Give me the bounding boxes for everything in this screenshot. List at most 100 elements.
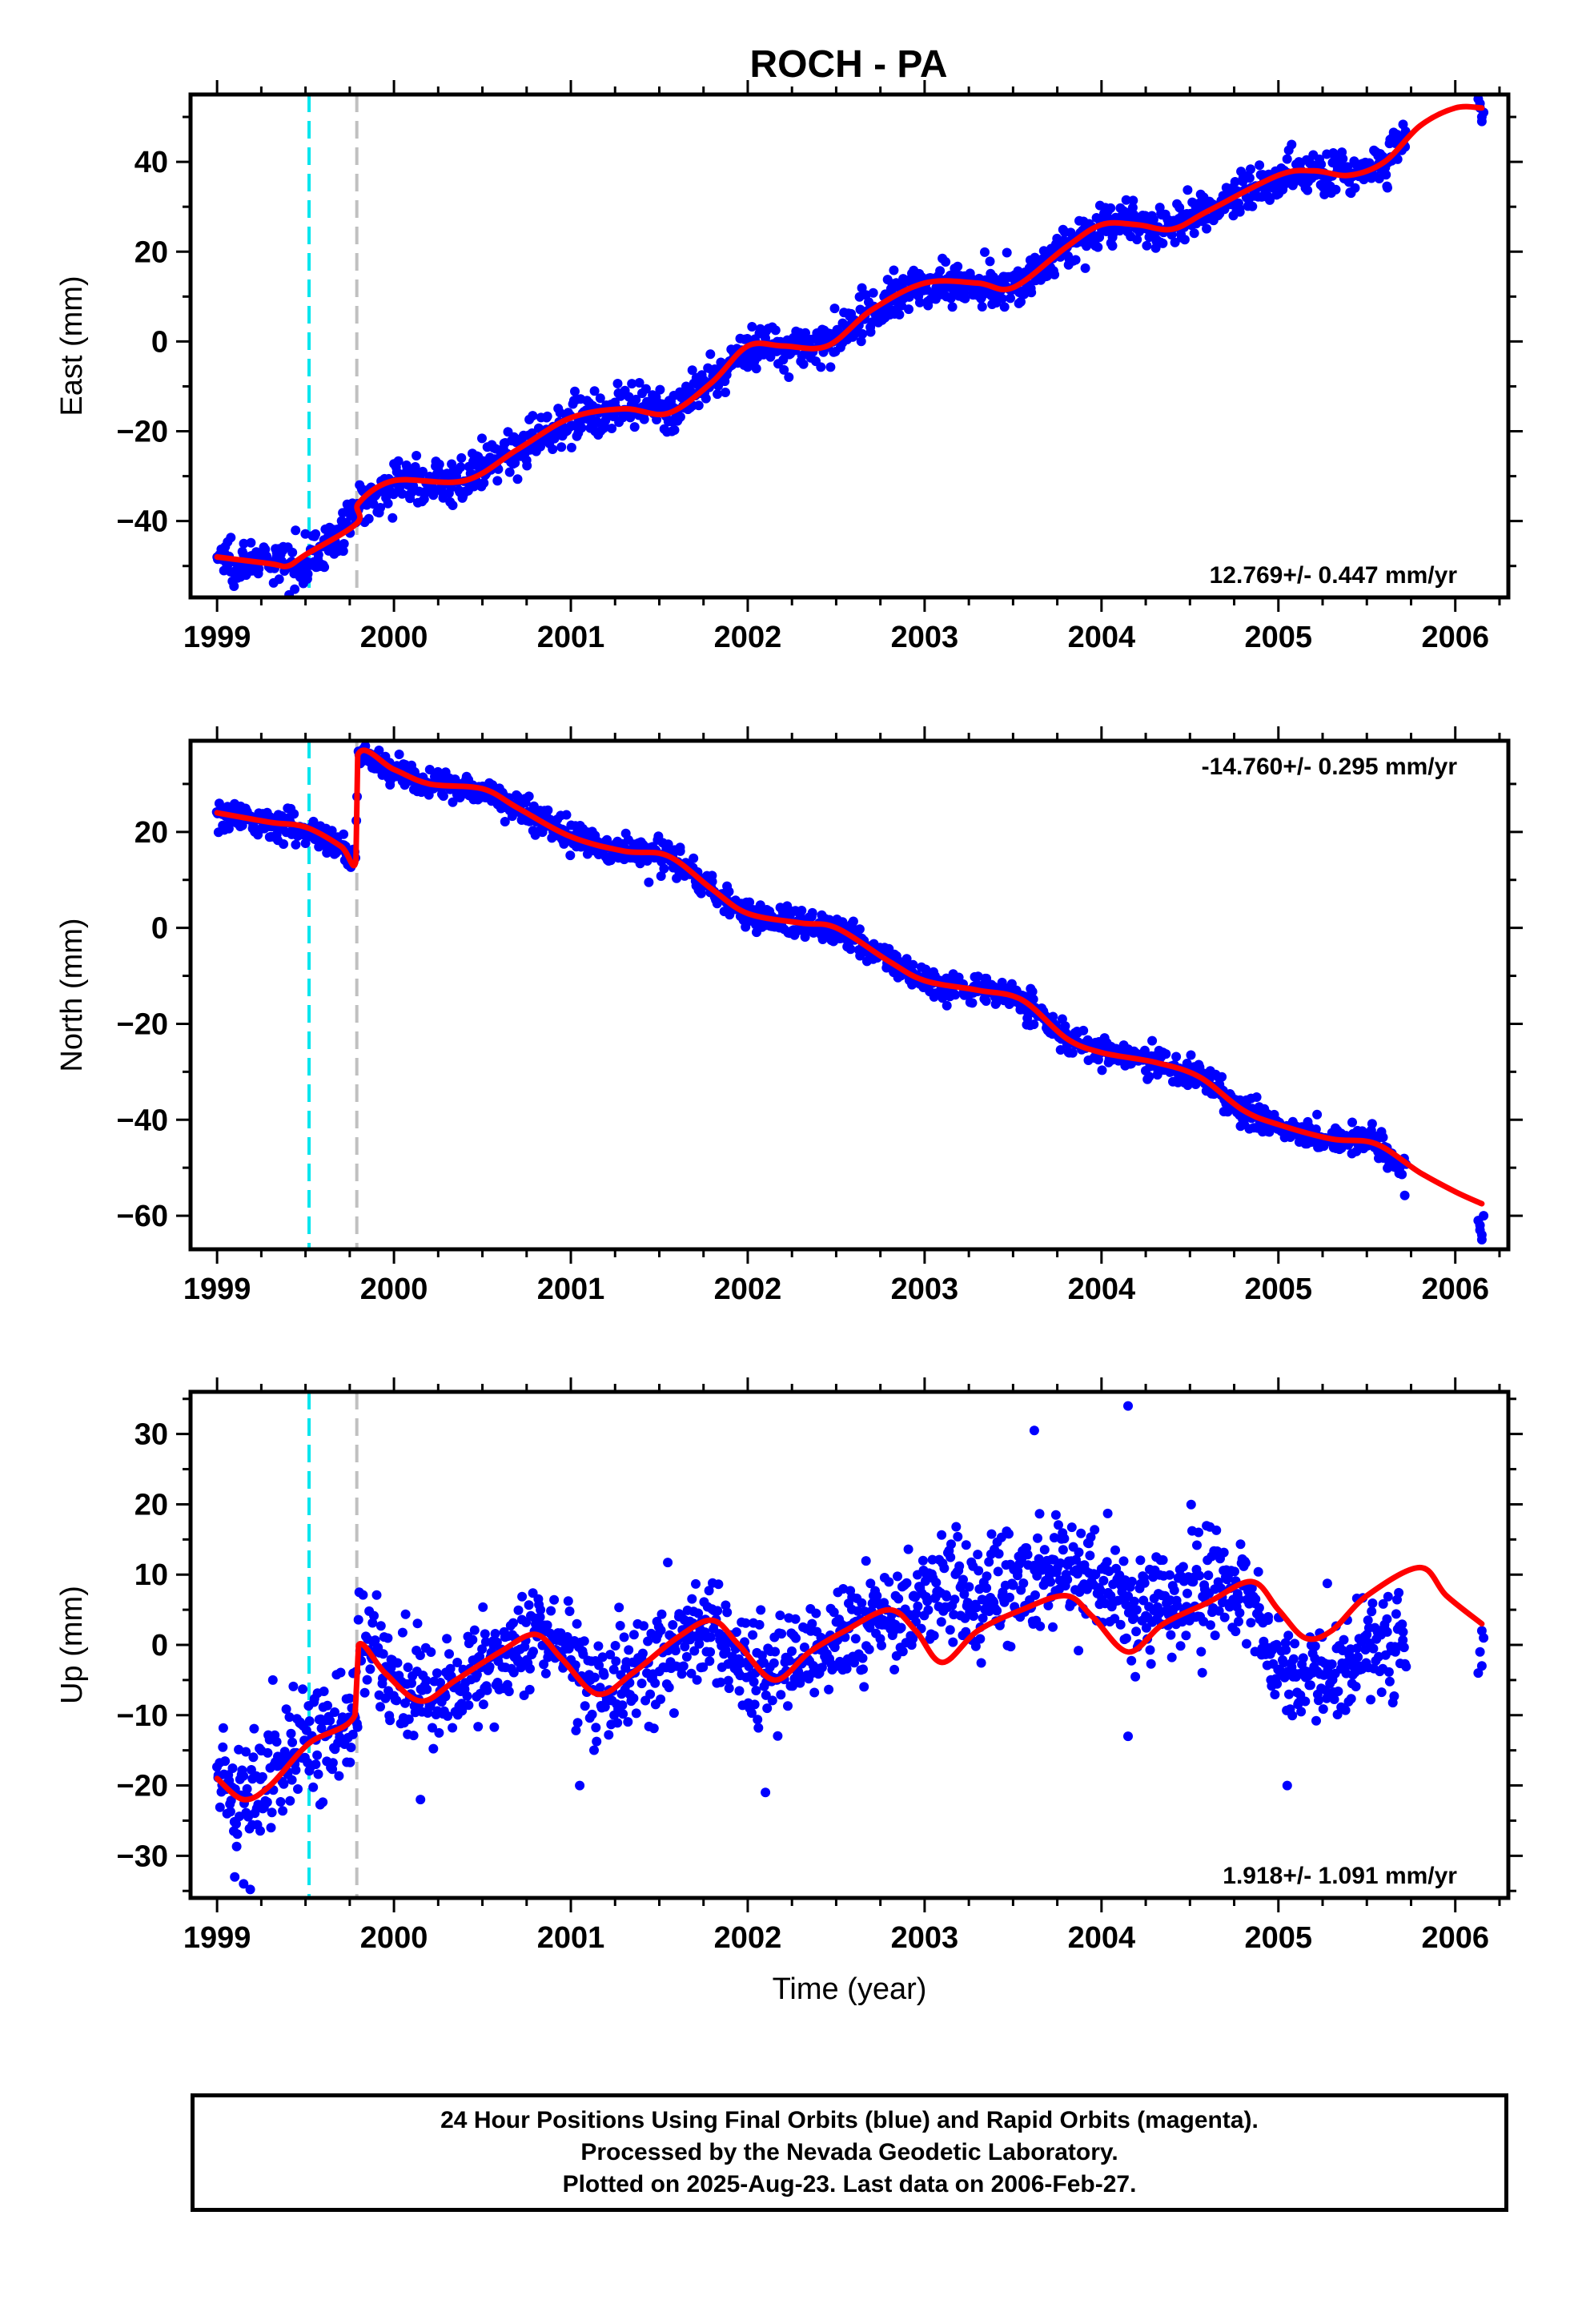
data-point: [1282, 154, 1292, 164]
data-point: [953, 1531, 963, 1542]
data-point: [698, 1662, 709, 1672]
data-point: [542, 1620, 552, 1630]
data-point: [303, 569, 313, 579]
data-point: [589, 386, 600, 396]
data-point: [1346, 1694, 1356, 1704]
data-point: [528, 411, 538, 421]
data-point: [1367, 1119, 1377, 1129]
data-point: [896, 1622, 906, 1633]
data-point: [1397, 1619, 1407, 1630]
y-tick-label: −40: [117, 505, 168, 539]
data-point: [1085, 1550, 1095, 1561]
data-point: [663, 1558, 673, 1568]
data-point: [608, 1664, 619, 1675]
data-point: [278, 1806, 288, 1816]
data-point: [1166, 1652, 1177, 1663]
data-point: [659, 863, 669, 874]
data-point: [747, 322, 757, 332]
data-point: [849, 1658, 859, 1668]
data-point: [575, 1780, 585, 1791]
data-point: [513, 1605, 524, 1615]
y-tick-label: −30: [117, 1839, 168, 1873]
data-point: [416, 1795, 426, 1805]
data-point: [615, 1621, 625, 1630]
data-point: [1290, 1638, 1300, 1649]
data-point: [1129, 1613, 1139, 1623]
data-point: [705, 1656, 715, 1667]
data-point: [365, 1664, 375, 1675]
data-point: [1287, 1711, 1298, 1721]
data-point: [773, 1731, 783, 1741]
data-point: [479, 478, 489, 489]
data-point: [393, 456, 404, 466]
data-point: [787, 1646, 797, 1656]
data-point: [508, 1667, 519, 1678]
data-point: [1333, 1687, 1343, 1696]
data-point: [262, 1797, 272, 1807]
data-point: [1397, 1169, 1407, 1180]
data-point: [1281, 1645, 1291, 1655]
data-point: [1029, 1019, 1039, 1030]
data-point: [648, 1723, 659, 1734]
data-point: [1383, 1667, 1394, 1677]
x-tick-label: 2001: [537, 1273, 605, 1306]
data-point: [1264, 1127, 1275, 1137]
data-point: [723, 1675, 733, 1686]
data-point: [1018, 1578, 1029, 1588]
data-point: [338, 546, 348, 557]
data-point: [1401, 1662, 1411, 1672]
data-point: [680, 1642, 690, 1652]
data-point: [788, 1681, 797, 1691]
data-point: [482, 1685, 492, 1695]
data-point: [386, 1663, 396, 1673]
data-point: [713, 389, 723, 400]
data-point: [1263, 1612, 1274, 1622]
x-tick-label: 2005: [1245, 1921, 1313, 1955]
data-point: [1298, 1653, 1308, 1663]
data-point: [374, 746, 384, 755]
data-point: [640, 384, 651, 394]
data-point: [749, 1677, 759, 1687]
data-point: [911, 1608, 921, 1618]
data-point: [375, 1702, 385, 1712]
data-point: [809, 1687, 820, 1698]
data-point: [316, 1723, 327, 1734]
data-point: [975, 1634, 986, 1644]
data-point: [1235, 1539, 1246, 1550]
model-curve: [214, 1564, 1485, 1803]
data-point: [713, 1579, 724, 1590]
ticks: [176, 80, 1523, 612]
data-point: [923, 1605, 934, 1615]
data-point: [1029, 1425, 1039, 1436]
data-point: [313, 1769, 323, 1779]
data-point: [1058, 1545, 1068, 1555]
data-point: [984, 1557, 994, 1567]
data-point: [345, 1757, 355, 1767]
data-point: [408, 1731, 419, 1741]
data-point: [290, 584, 300, 594]
data-point: [1330, 152, 1340, 163]
data-point: [868, 287, 878, 298]
data-point: [1254, 1602, 1264, 1613]
data-point: [639, 1621, 648, 1631]
data-point: [1231, 1626, 1241, 1637]
data-point: [845, 944, 856, 955]
data-point: [352, 1722, 363, 1732]
data-point: [705, 1632, 716, 1642]
data-point: [1179, 235, 1190, 245]
data-point: [1383, 1591, 1393, 1602]
data-point: [387, 513, 398, 523]
data-point: [992, 1606, 1002, 1616]
data-point: [959, 1589, 970, 1599]
data-point: [1067, 1047, 1078, 1058]
data-point: [218, 1723, 228, 1733]
data-point: [1166, 1630, 1176, 1640]
data-point: [1181, 1630, 1191, 1641]
data-point: [656, 1625, 666, 1635]
data-point: [950, 990, 961, 1000]
data-point: [1234, 1594, 1244, 1604]
data-point: [521, 1617, 532, 1627]
data-point: [535, 1612, 545, 1622]
data-point: [231, 1819, 241, 1829]
data-point: [1363, 1615, 1373, 1626]
